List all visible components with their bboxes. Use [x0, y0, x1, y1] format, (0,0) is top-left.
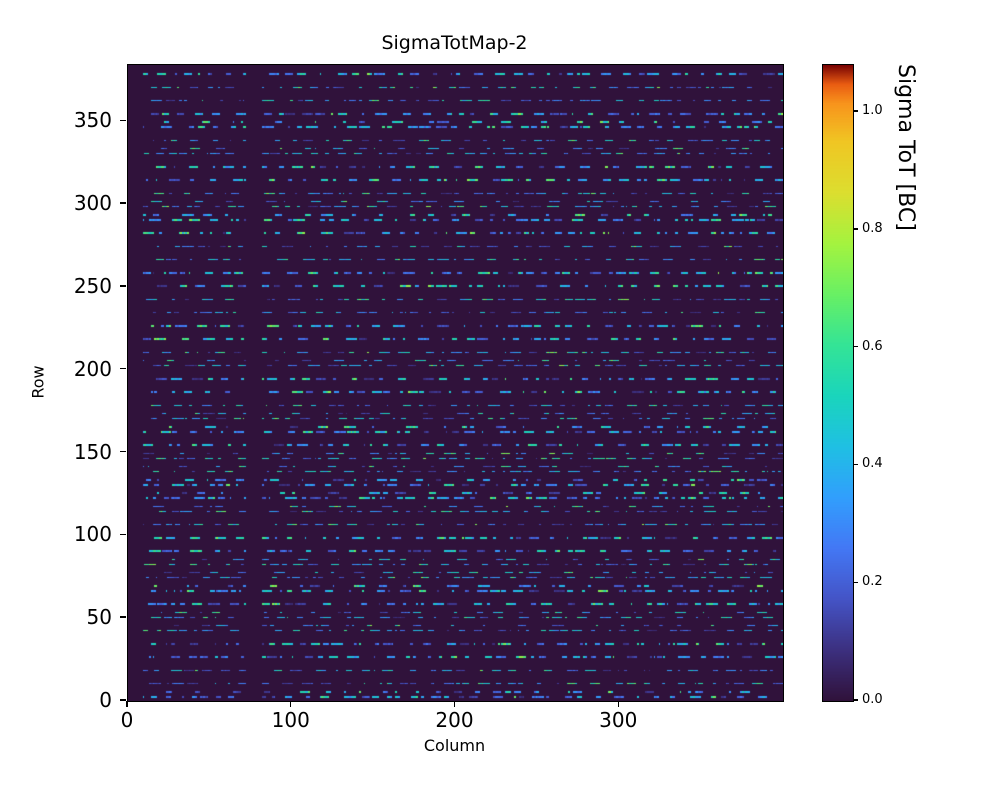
y-tick-mark — [120, 285, 126, 287]
x-tick-mark — [290, 701, 292, 707]
colorbar-tick-label: 0.4 — [862, 456, 883, 472]
x-tick-label: 100 — [271, 708, 310, 732]
colorbar-tick-mark — [853, 228, 858, 230]
y-tick-label: 100 — [73, 522, 112, 547]
y-tick-label: 50 — [86, 605, 112, 630]
x-tick-label: 200 — [435, 708, 474, 732]
x-tick-mark — [453, 701, 456, 707]
y-tick-label: 250 — [73, 273, 112, 298]
x-axis-label: Column — [423, 736, 486, 755]
colorbar-tick-mark — [853, 110, 858, 112]
y-tick-label: 0 — [99, 688, 112, 712]
y-tick-label: 200 — [73, 356, 112, 381]
y-tick-label: 150 — [73, 439, 112, 464]
colorbar-canvas — [823, 65, 853, 701]
x-tick-mark — [126, 701, 128, 707]
chart-title: SigmaTotMap-2 — [381, 32, 528, 54]
colorbar-tick-label: 0.6 — [862, 338, 883, 354]
colorbar-tick-label: 0.8 — [862, 220, 883, 236]
y-tick-mark — [120, 119, 126, 121]
colorbar-tick-mark — [853, 345, 858, 348]
colorbar — [822, 64, 854, 702]
colorbar-tick-mark — [853, 463, 858, 466]
colorbar-label: Sigma ToT [BC] — [893, 64, 918, 231]
x-tick-mark — [617, 701, 619, 707]
y-tick-mark — [120, 202, 126, 204]
y-tick-mark — [120, 699, 126, 701]
heatmap-plot-area — [127, 64, 784, 702]
x-tick-label: 300 — [599, 708, 638, 732]
y-tick-mark — [120, 368, 126, 370]
colorbar-tick-label: 0.2 — [862, 574, 883, 590]
y-tick-mark — [120, 533, 126, 536]
y-tick-mark — [120, 450, 126, 453]
heatmap-canvas — [128, 65, 783, 701]
colorbar-tick-label: 1.0 — [862, 103, 883, 119]
x-tick-label: 0 — [120, 708, 134, 732]
colorbar-tick-label: 0.0 — [862, 692, 883, 707]
y-tick-label: 350 — [73, 108, 112, 133]
y-tick-label: 300 — [73, 191, 112, 216]
colorbar-tick-mark — [853, 581, 858, 583]
y-tick-mark — [120, 616, 126, 618]
colorbar-tick-mark — [853, 699, 858, 701]
